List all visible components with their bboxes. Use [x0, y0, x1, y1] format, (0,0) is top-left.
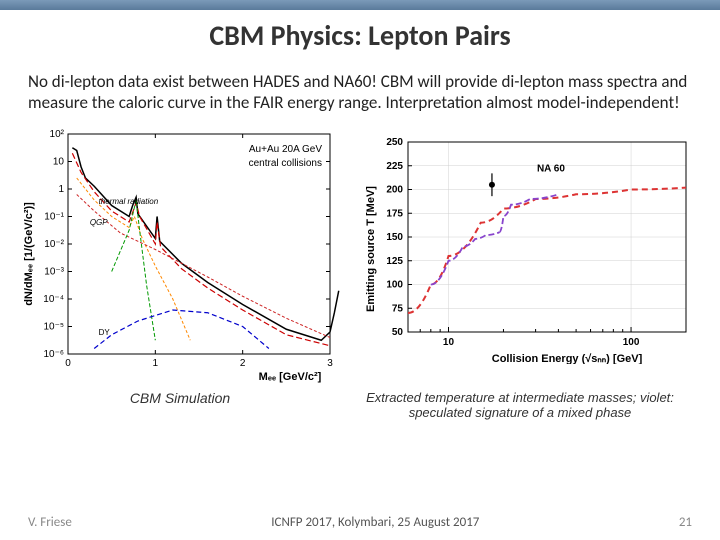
footer: V. Friese ICNFP 2017, Kolymbari, 25 Augu… [0, 515, 720, 530]
body-text: No di-lepton data exist between HADES an… [28, 71, 692, 114]
temperature-chart: 50 75 100 125 150 175 200 225 250 10 100 Emitting s… [360, 134, 700, 364]
footer-conference: ICNFP 2017, Kolymbari, 25 August 2017 [271, 515, 479, 530]
svg-text:thermal radiation: thermal radiation [99, 197, 159, 206]
svg-text:75: 75 [392, 303, 404, 314]
svg-text:150: 150 [386, 232, 403, 243]
slide-title: CBM Physics: Lepton Pairs [0, 18, 720, 53]
svg-text:100: 100 [623, 337, 640, 348]
svg-text:Mₑₑ [GeV/c²]: Mₑₑ [GeV/c²] [259, 371, 322, 383]
svg-text:250: 250 [386, 137, 403, 148]
svg-text:Au+Au 20A GeV: Au+Au 20A GeV [249, 144, 322, 155]
svg-text:3: 3 [327, 358, 333, 369]
svg-text:10: 10 [443, 337, 455, 348]
svg-text:225: 225 [386, 160, 403, 171]
svg-text:125: 125 [386, 255, 403, 266]
footer-page: 21 [679, 515, 692, 530]
svg-text:DY: DY [99, 327, 111, 336]
svg-text:10²: 10² [50, 129, 65, 140]
svg-text:200: 200 [386, 184, 403, 195]
svg-text:dN/dMₑₑ [1/(GeV/c²)]: dN/dMₑₑ [1/(GeV/c²)] [23, 201, 35, 305]
caption-row: CBM Simulation Extracted temperature at … [30, 390, 690, 421]
svg-text:1: 1 [153, 358, 159, 369]
svg-text:10⁻⁵: 10⁻⁵ [43, 321, 64, 332]
svg-text:Collision Energy (√sₙₙ) [GeV]: Collision Energy (√sₙₙ) [GeV] [492, 353, 643, 364]
svg-text:Emitting source T [MeV]: Emitting source T [MeV] [365, 185, 377, 311]
svg-text:QGP: QGP [90, 217, 108, 226]
svg-text:2: 2 [240, 358, 246, 369]
svg-text:10⁻⁴: 10⁻⁴ [43, 294, 64, 305]
svg-text:50: 50 [392, 327, 404, 338]
right-caption: Extracted temperature at intermediate ma… [350, 390, 690, 421]
svg-text:0: 0 [65, 358, 71, 369]
svg-text:10: 10 [53, 156, 65, 167]
svg-text:1: 1 [58, 184, 64, 195]
left-caption: CBM Simulation [30, 390, 330, 421]
svg-text:175: 175 [386, 208, 403, 219]
charts-container: 10⁻⁶ 10⁻⁵ 10⁻⁴ 10⁻³ 10⁻² 10⁻¹ 1 10 10² 0 1 2 3 dN/dMₑ… [20, 124, 700, 384]
footer-author: V. Friese [28, 515, 72, 530]
svg-text:100: 100 [386, 279, 403, 290]
svg-text:10⁻³: 10⁻³ [44, 266, 64, 277]
svg-text:NA 60: NA 60 [537, 163, 565, 174]
svg-text:central collisions: central collisions [249, 158, 322, 169]
svg-text:10⁻⁶: 10⁻⁶ [43, 349, 64, 360]
header-bar [0, 0, 720, 10]
svg-text:10⁻²: 10⁻² [44, 239, 64, 250]
mass-spectrum-chart: 10⁻⁶ 10⁻⁵ 10⁻⁴ 10⁻³ 10⁻² 10⁻¹ 1 10 10² 0 1 2 3 dN/dMₑ… [20, 124, 340, 384]
svg-text:10⁻¹: 10⁻¹ [44, 211, 64, 222]
